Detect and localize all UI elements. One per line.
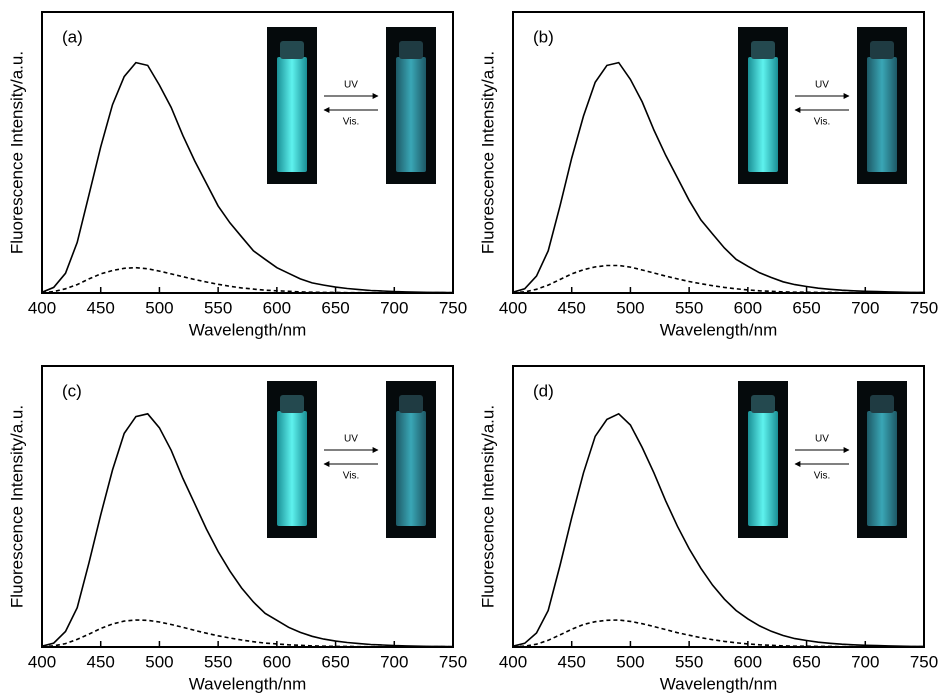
- vial-bright: [277, 411, 307, 526]
- y-axis-title: Fluorescence Intensity/a.u.: [478, 405, 497, 608]
- vial-cap: [870, 395, 894, 413]
- x-tick-label: 400: [28, 298, 56, 317]
- x-tick-label: 650: [321, 298, 349, 317]
- vial-cap: [280, 395, 304, 413]
- x-tick-label: 400: [28, 652, 56, 671]
- vial-dim: [867, 411, 897, 526]
- arrow-label: UV: [815, 434, 829, 445]
- x-tick-label: 500: [145, 652, 173, 671]
- x-tick-label: 700: [380, 298, 408, 317]
- x-tick-label: 600: [734, 652, 762, 671]
- x-tick-label: 550: [675, 652, 703, 671]
- solid-curve: [41, 412, 454, 648]
- plot-frame: [512, 365, 925, 648]
- x-tick-label: 650: [792, 298, 820, 317]
- plot-frame: [41, 11, 454, 294]
- vial-dim: [396, 57, 426, 172]
- x-tick-label: 450: [87, 298, 115, 317]
- y-axis-title: Fluorescence Intensity/a.u.: [478, 51, 497, 254]
- x-axis-title: Wavelength/nm: [189, 320, 306, 339]
- vial-cap: [751, 395, 775, 413]
- dashed-curve: [512, 264, 924, 294]
- vial-cap: [399, 395, 423, 413]
- x-tick-label: 650: [321, 652, 349, 671]
- x-tick-label: 500: [616, 652, 644, 671]
- arrow-label: Vis.: [343, 471, 360, 482]
- x-tick-label: 750: [910, 298, 938, 317]
- dashed-curve: [41, 266, 453, 294]
- vial-cap: [280, 41, 304, 59]
- arrow-label: UV: [815, 80, 829, 91]
- x-tick-label: 750: [439, 652, 467, 671]
- vial-cap: [870, 41, 894, 59]
- x-tick-label: 550: [204, 652, 232, 671]
- x-tick-label: 700: [851, 298, 879, 317]
- solid-curve: [41, 61, 454, 294]
- x-tick-label: 550: [675, 298, 703, 317]
- plot-frame: [41, 365, 454, 648]
- panel-label: (b): [533, 27, 554, 46]
- x-tick-label: 700: [851, 652, 879, 671]
- x-tick-label: 750: [910, 652, 938, 671]
- panel: 400 450 500 550 600 650 700 750 Wavelength/nm Flu…: [7, 365, 467, 693]
- y-axis-title: Fluorescence Intensity/a.u.: [7, 51, 26, 254]
- x-tick-label: 600: [734, 298, 762, 317]
- x-tick-label: 600: [263, 652, 291, 671]
- arrow-label: Vis.: [814, 117, 831, 128]
- vial-cap: [399, 41, 423, 59]
- x-axis-title: Wavelength/nm: [189, 674, 306, 693]
- x-tick-label: 450: [87, 652, 115, 671]
- panel: 400 450 500 550 600 650 700 750 Wavelength/nm Flu…: [478, 365, 938, 693]
- arrow-label: Vis.: [343, 117, 360, 128]
- x-axis-title: Wavelength/nm: [660, 674, 777, 693]
- vial-dim: [867, 57, 897, 172]
- vial-bright: [748, 411, 778, 526]
- solid-curve: [512, 61, 924, 294]
- x-tick-label: 600: [263, 298, 291, 317]
- vial-cap: [751, 41, 775, 59]
- y-axis-title: Fluorescence Intensity/a.u.: [7, 405, 26, 608]
- panel-label: (a): [62, 27, 83, 46]
- x-tick-label: 550: [204, 298, 232, 317]
- panel-label: (d): [533, 381, 554, 400]
- panel: 400 450 500 550 600 650 700 750 Wavelength/nm Flu…: [7, 11, 467, 339]
- solid-curve: [512, 412, 924, 648]
- x-tick-label: 750: [439, 298, 467, 317]
- dashed-curve: [41, 619, 453, 648]
- x-tick-label: 450: [558, 652, 586, 671]
- vial-bright: [277, 57, 307, 172]
- plot-frame: [512, 11, 925, 294]
- panel-label: (c): [62, 381, 82, 400]
- x-tick-label: 500: [616, 298, 644, 317]
- vial-bright: [748, 57, 778, 172]
- arrow-label: UV: [344, 434, 358, 445]
- x-axis-title: Wavelength/nm: [660, 320, 777, 339]
- x-tick-label: 650: [792, 652, 820, 671]
- arrow-label: UV: [344, 80, 358, 91]
- x-tick-label: 700: [380, 652, 408, 671]
- x-tick-label: 450: [558, 298, 586, 317]
- dashed-curve: [512, 619, 924, 648]
- x-tick-label: 500: [145, 298, 173, 317]
- arrow-label: Vis.: [814, 471, 831, 482]
- x-tick-label: 400: [499, 652, 527, 671]
- panel: 400 450 500 550 600 650 700 750 Wavelength/nm Flu…: [478, 11, 938, 339]
- x-tick-label: 400: [499, 298, 527, 317]
- vial-dim: [396, 411, 426, 526]
